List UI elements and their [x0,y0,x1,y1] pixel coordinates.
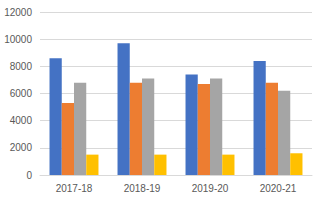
svg-text:12000: 12000 [4,7,32,18]
svg-text:10000: 10000 [4,34,32,45]
svg-text:2018-19: 2018-19 [124,183,161,194]
svg-text:8000: 8000 [10,61,33,72]
svg-text:2017-18: 2017-18 [56,183,93,194]
svg-text:2019-20: 2019-20 [192,183,229,194]
svg-text:2020-21: 2020-21 [260,183,297,194]
svg-text:6000: 6000 [10,88,33,99]
svg-text:0: 0 [26,170,32,181]
svg-text:4000: 4000 [10,115,33,126]
svg-text:2000: 2000 [10,142,33,153]
